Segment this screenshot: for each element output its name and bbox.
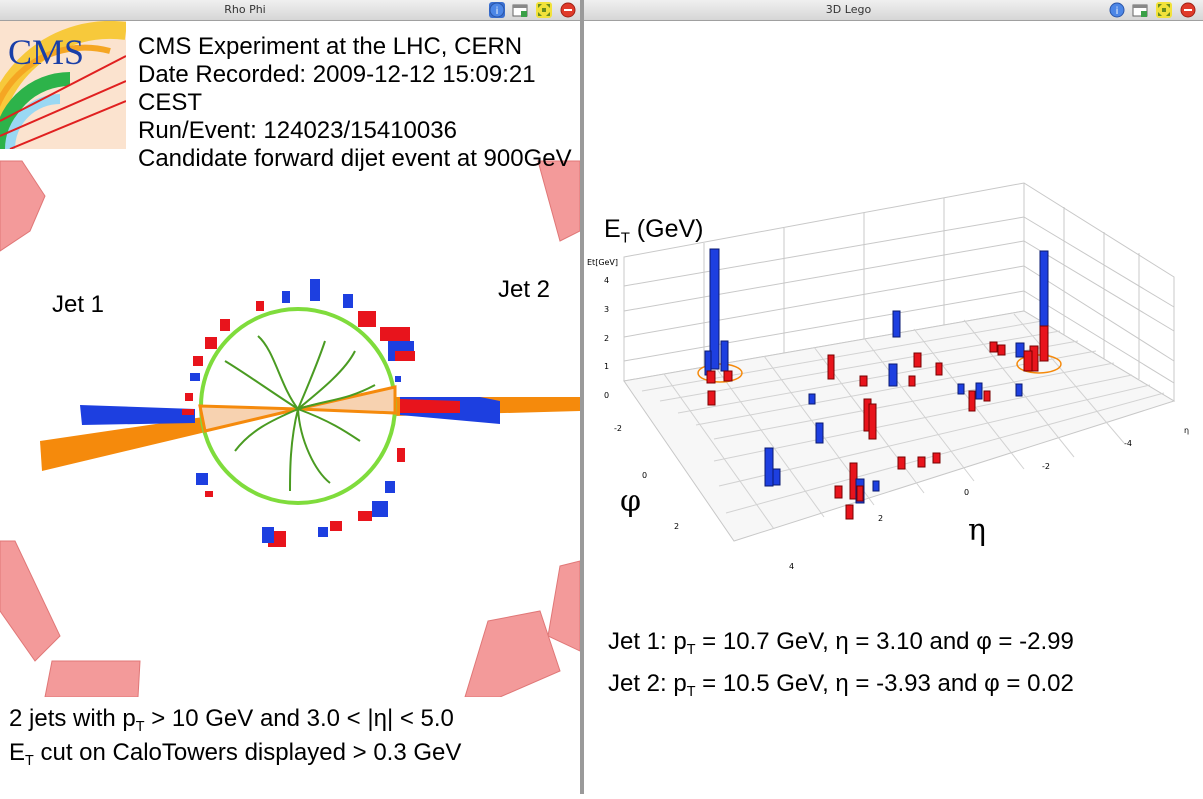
lego-towers — [704, 248, 1049, 520]
lego-floor — [623, 310, 1176, 542]
cuts-line-1: 2 jets with pT > 10 GeV and 3.0 < |η| < … — [9, 705, 454, 736]
eta-tick-label: -4 — [1124, 439, 1132, 448]
close-icon[interactable] — [560, 2, 576, 18]
eta-tick-labels: -4 -2 0 2 — [878, 439, 1132, 523]
phi-tick-label: -2 — [614, 424, 622, 433]
close-icon[interactable] — [1180, 2, 1196, 18]
phi-tick-labels: -2 0 2 4 — [614, 424, 794, 571]
rho-phi-canvas — [0, 160, 581, 698]
jet1-label: Jet 1 — [52, 291, 105, 318]
z-tick-label: 3 — [604, 305, 609, 314]
jet1-summary: Jet 1: pT = 10.7 GeV, η = 3.10 and φ = -… — [608, 628, 1074, 659]
jet1-cone — [40, 416, 210, 471]
right-titlebar: 3D Lego i — [584, 0, 1203, 21]
phi-axis-label: φ — [620, 484, 642, 519]
z-tick-label: 0 — [604, 391, 609, 400]
cuts-line-2: ET cut on CaloTowers displayed > 0.3 GeV — [9, 739, 462, 770]
calo-towers — [185, 279, 415, 547]
info-icon[interactable]: i — [489, 2, 505, 18]
phi-tick-label: 2 — [674, 522, 679, 531]
tracks — [224, 335, 376, 492]
rho-phi-view[interactable]: CMS CMS Experiment at the LHC, CERN Date… — [0, 21, 581, 794]
et-axis-label: ET (GeV) — [604, 215, 704, 247]
cms-logo: CMS — [0, 21, 126, 149]
phi-tick-label: 4 — [789, 562, 794, 571]
svg-text:Et[GeV]: Et[GeV] — [587, 258, 618, 267]
z-tick-labels: 4 3 2 1 0 — [604, 276, 609, 400]
cuts-footer: 2 jets with pT > 10 GeV and 3.0 < |η| < … — [0, 697, 580, 794]
eta-tick-label: 2 — [878, 514, 883, 523]
window-icon[interactable] — [1132, 2, 1148, 18]
jet2-label: Jet 2 — [498, 276, 551, 303]
cms-logo-text: CMS — [8, 32, 85, 72]
eta-tick-label: -2 — [1042, 462, 1050, 471]
svg-text:i: i — [1116, 6, 1119, 17]
info-line-2: Date Recorded: 2009-12-12 15:09:21 CEST — [138, 61, 536, 116]
info-line-1: CMS Experiment at the LHC, CERN — [138, 33, 523, 60]
lego-canvas: Et[GeV] 4 3 2 1 0 -2 0 2 4 -4 -2 0 2 — [587, 182, 1176, 571]
info-line-3: Run/Event: 124023/15410036 — [138, 117, 457, 144]
eta-axis-label: η — [968, 513, 986, 548]
jet2-summary: Jet 2: pT = 10.5 GeV, η = -3.93 and φ = … — [608, 670, 1074, 701]
event-info: CMS Experiment at the LHC, CERN Date Rec… — [138, 33, 580, 173]
eta-axis-small-label: η — [1184, 426, 1190, 435]
window-icon[interactable] — [512, 2, 528, 18]
z-tick-label: 1 — [604, 362, 609, 371]
panel-divider[interactable] — [580, 0, 584, 794]
z-tick-label: 4 — [604, 276, 609, 285]
left-titlebar: Rho Phi i — [0, 0, 580, 21]
info-line-4: Candidate forward dijet event at 900GeV — [138, 145, 572, 172]
maximize-icon[interactable] — [536, 2, 552, 18]
right-panel-title: 3D Lego — [825, 3, 872, 16]
maximize-icon[interactable] — [1156, 2, 1172, 18]
z-tick-label: 2 — [604, 334, 609, 343]
muon-chambers — [0, 160, 581, 698]
phi-tick-label: 0 — [642, 471, 647, 480]
info-icon[interactable]: i — [1109, 2, 1125, 18]
jet-summary: Jet 1: pT = 10.7 GeV, η = 3.10 and φ = -… — [608, 625, 1074, 709]
svg-text:i: i — [496, 6, 499, 17]
eta-tick-label: 0 — [964, 488, 969, 497]
left-panel-title: Rho Phi — [224, 3, 266, 16]
hcal-tower — [80, 405, 195, 425]
